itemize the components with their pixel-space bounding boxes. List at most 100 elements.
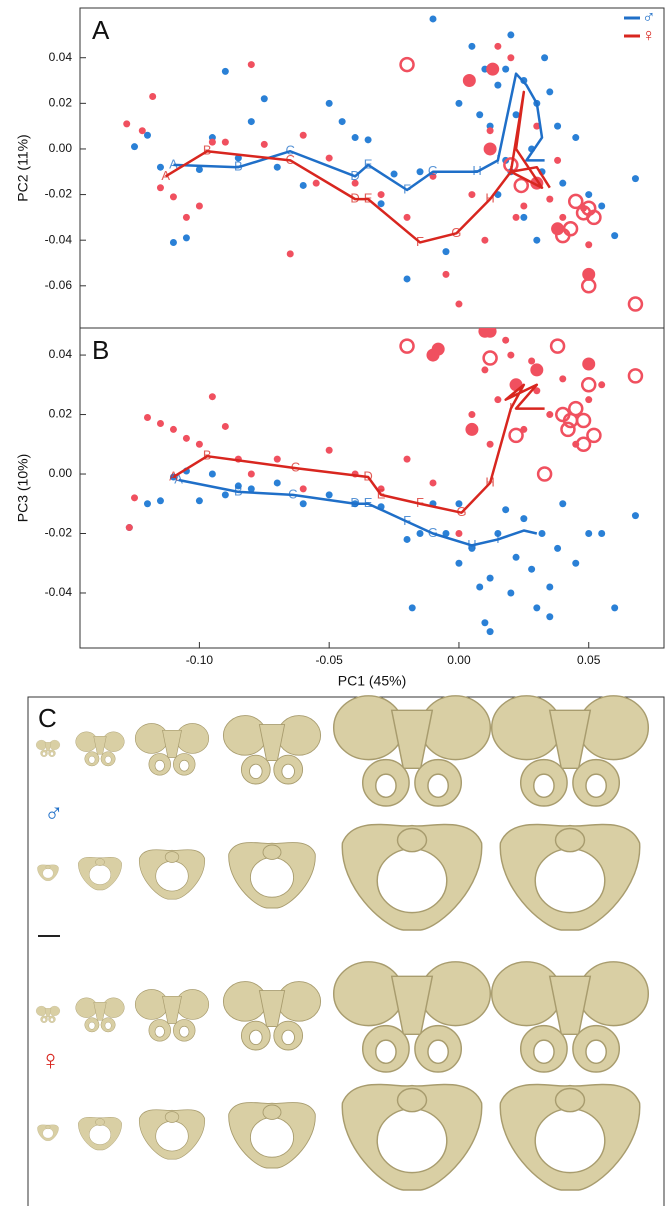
point [487,628,494,635]
plot-area: ABCDEFGHIABCDEFGHI [123,15,642,310]
pelvis-image [135,724,208,776]
open-point [515,179,528,192]
point [209,471,216,478]
pelvic-inlet [250,1118,293,1158]
open-point [629,369,642,382]
point [123,120,130,127]
point [287,250,294,257]
point [507,352,514,359]
point [391,171,398,178]
stage-label: H [472,163,481,178]
open-point [401,340,414,353]
pelvis-image [36,740,60,757]
pelvis-wing [223,982,266,1022]
stage-label: E [364,156,373,171]
point [326,447,333,454]
point [468,191,475,198]
stage-label: I [509,400,513,415]
x-tick-label: 0.00 [447,653,471,667]
stage-label: B [203,448,212,463]
stage-label: A [169,468,178,483]
point [598,381,605,388]
point [442,271,449,278]
point [248,61,255,68]
y-tick-label: 0.04 [49,50,73,64]
y-axis-title: PC3 (10%) [15,454,31,522]
point [513,554,520,561]
point [632,512,639,519]
obturator-hole [250,1030,263,1044]
point [429,15,436,22]
open-point [582,279,595,292]
obturator-hole [534,1040,554,1063]
stage-label: G [428,525,438,540]
pelvic-inlet [250,858,293,898]
point [126,524,133,531]
pelvis-image [78,1117,121,1150]
pelvis-image [223,982,320,1050]
point [144,414,151,421]
point [222,68,229,75]
open-point [561,423,574,436]
pelvis-wing [492,962,562,1026]
trajectory-line [173,385,544,513]
point [222,423,229,430]
point [442,248,449,255]
point [455,560,462,567]
point [455,301,462,308]
x-tick-label: -0.05 [315,653,343,667]
pelvic-inlet [377,1109,447,1173]
open-point [510,429,523,442]
pelvic-inlet [156,861,189,891]
obturator-hole [89,1022,95,1029]
point [598,202,605,209]
pelvic-inlet [535,1109,605,1173]
point [463,74,476,87]
point [365,136,372,143]
point [157,497,164,504]
point [196,441,203,448]
point [481,366,488,373]
pelvis-sacrum [96,859,105,866]
y-tick-label: -0.02 [45,526,73,540]
stage-label: H [485,191,494,206]
point [494,43,501,50]
pelvis-image [492,696,649,806]
obturator-hole [376,774,396,797]
point [585,396,592,403]
point [533,237,540,244]
pelvis-sacrum [96,1119,105,1126]
obturator-hole [50,1018,53,1022]
point [274,456,281,463]
page: C ♂ ♀ ABCDEFGHIABCDEFGHI0.040.020.00-0.0… [0,0,671,1206]
point [528,566,535,573]
point [481,237,488,244]
point [404,456,411,463]
pelvis-sacrum [398,1089,427,1112]
point [149,93,156,100]
obturator-hole [43,752,46,756]
point [559,214,566,221]
pelvis-sacrum [392,976,433,1034]
y-axis-title: PC2 (11%) [15,134,31,201]
point [144,500,151,507]
point [300,132,307,139]
pelvis-wing [135,990,168,1020]
point [546,88,553,95]
obturator-hole [105,756,111,763]
pelvis-wing [76,998,98,1018]
point [261,95,268,102]
pelvis-sacrum [556,829,585,852]
obturator-hole [105,1022,111,1029]
pelvis-sacrum [550,710,591,768]
stage-label: G [451,225,461,240]
point [507,54,514,61]
point [530,363,543,376]
point [533,604,540,611]
pelvis-image [342,824,481,930]
pelvis-sacrum [165,1112,179,1123]
point [313,180,320,187]
pelvis-image [334,696,491,806]
point [632,175,639,182]
obturator-hole [534,774,554,797]
